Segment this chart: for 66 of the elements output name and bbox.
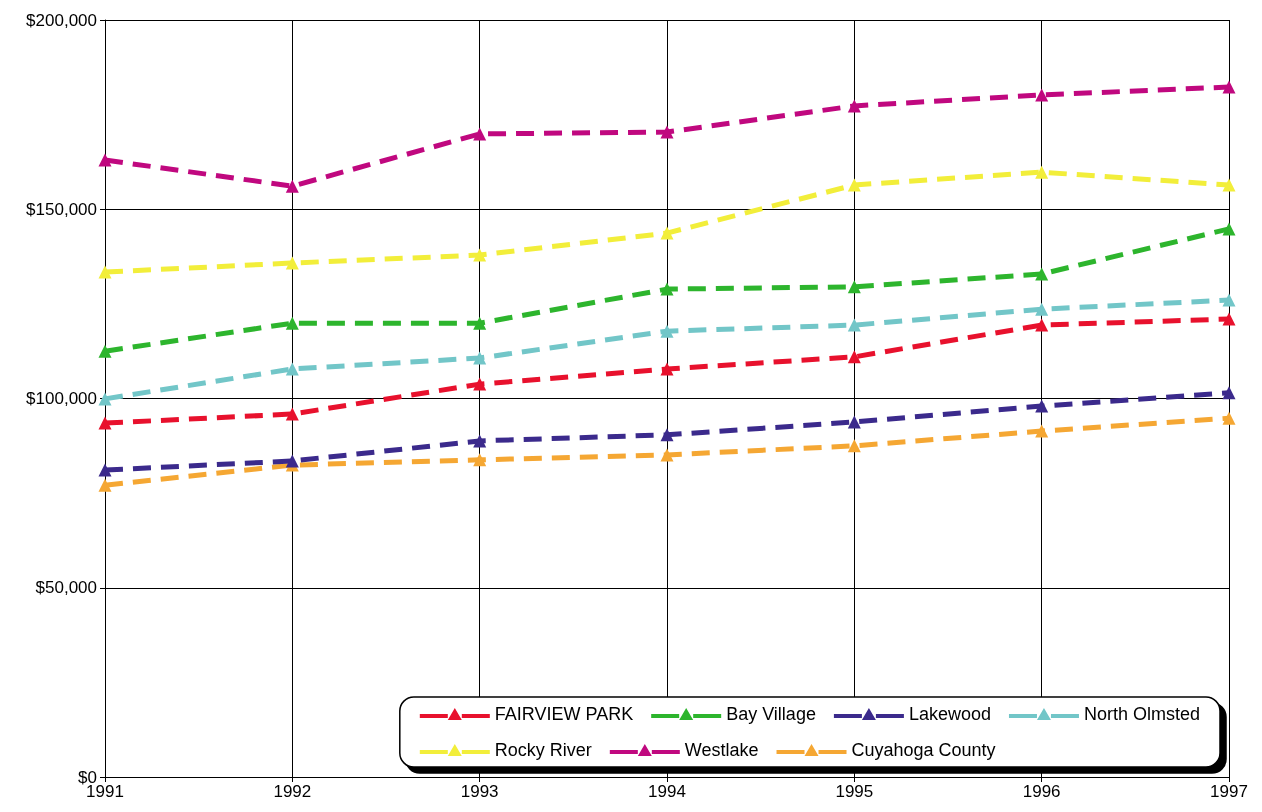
point	[98, 416, 112, 430]
legend-label: Rocky River	[494, 740, 592, 760]
legend-label: Lakewood	[908, 704, 991, 724]
point	[1222, 386, 1236, 400]
point	[847, 178, 861, 192]
point	[285, 454, 299, 468]
point	[473, 434, 487, 448]
x-tick-label: 1994	[648, 782, 686, 801]
point	[660, 428, 674, 442]
point	[660, 324, 674, 338]
point	[660, 226, 674, 240]
legend-label: Cuyahoga County	[851, 740, 996, 760]
x-tick-label: 1996	[1022, 782, 1061, 801]
point	[660, 282, 674, 296]
point	[1035, 165, 1049, 179]
point	[285, 256, 299, 270]
legend-label: North Olmsted	[1083, 704, 1201, 724]
point	[285, 362, 299, 376]
point	[660, 125, 674, 139]
legend-label: Westlake	[684, 740, 759, 760]
point	[1222, 222, 1236, 236]
point	[285, 316, 299, 330]
point	[473, 248, 487, 262]
point	[98, 392, 112, 406]
point	[1035, 88, 1049, 102]
point	[1035, 267, 1049, 281]
point	[1035, 302, 1049, 316]
point	[847, 318, 861, 332]
point	[1222, 411, 1236, 425]
x-tick-label: 1991	[86, 782, 124, 801]
point	[1035, 399, 1049, 413]
point	[473, 377, 487, 391]
point	[473, 316, 487, 330]
y-tick-label: $150,000	[26, 199, 97, 219]
point	[847, 415, 861, 429]
point	[1035, 318, 1049, 332]
point	[285, 179, 299, 193]
point	[1222, 293, 1236, 307]
x-tick-label: 1992	[273, 782, 312, 801]
point	[1222, 312, 1236, 326]
y-tick-label: $100,000	[26, 389, 97, 408]
x-tick-label: 1997	[1210, 782, 1248, 801]
point	[847, 439, 861, 453]
point	[98, 478, 112, 492]
point	[1035, 424, 1049, 438]
legend-label: Bay Village	[726, 704, 816, 724]
point	[98, 463, 112, 477]
point	[1222, 80, 1236, 94]
point	[473, 453, 487, 467]
point	[660, 362, 674, 376]
point	[1222, 178, 1236, 192]
y-tick-label: $200,000	[26, 10, 97, 30]
point	[847, 350, 861, 364]
point	[660, 448, 674, 462]
y-tick-label: $50,000	[35, 578, 97, 598]
point	[847, 280, 861, 294]
x-tick-label: 1995	[835, 782, 874, 801]
x-tick-label: 1993	[460, 782, 499, 801]
point	[847, 99, 861, 113]
point	[285, 407, 299, 421]
point	[473, 127, 487, 141]
legend-label: FAIRVIEW PARK	[494, 704, 634, 724]
point	[473, 351, 487, 365]
point	[98, 153, 112, 167]
point	[98, 265, 112, 279]
point	[98, 344, 112, 358]
